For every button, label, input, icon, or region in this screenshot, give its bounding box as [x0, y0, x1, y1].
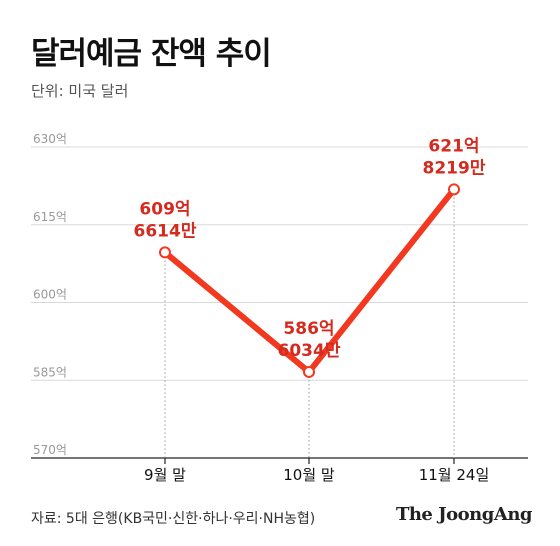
chart-title: 달러예금 잔액 추이 — [31, 36, 272, 72]
brand-logo: The JoongAng — [395, 504, 533, 525]
data-label-amount: 8219만 — [423, 158, 486, 178]
y-tick-label: 570억 — [33, 443, 67, 457]
data-point — [448, 183, 460, 196]
y-tick-label: 600억 — [33, 288, 67, 302]
x-tick-label: 9월 말 — [144, 466, 186, 484]
data-label-amount: 609억 — [139, 199, 190, 219]
data-label-amount: 6614만 — [134, 221, 197, 241]
y-tick-label: 615억 — [33, 210, 67, 224]
x-tick-label: 11월 24일 — [419, 466, 490, 484]
data-label-amount: 621억 — [428, 136, 479, 156]
data-point — [159, 246, 171, 259]
y-tick-label: 630억 — [33, 132, 67, 146]
data-label-amount: 586억 — [283, 319, 334, 339]
source-note: 자료: 5대 은행(KB국민·신한·하나·우리·NH농협) — [31, 511, 316, 527]
unit-label: 단위: 미국 달러 — [31, 82, 129, 100]
y-tick-label: 585억 — [33, 365, 67, 379]
data-label-amount: 6034만 — [278, 341, 341, 361]
x-tick-label: 10월 말 — [283, 466, 335, 484]
data-point — [303, 365, 315, 378]
